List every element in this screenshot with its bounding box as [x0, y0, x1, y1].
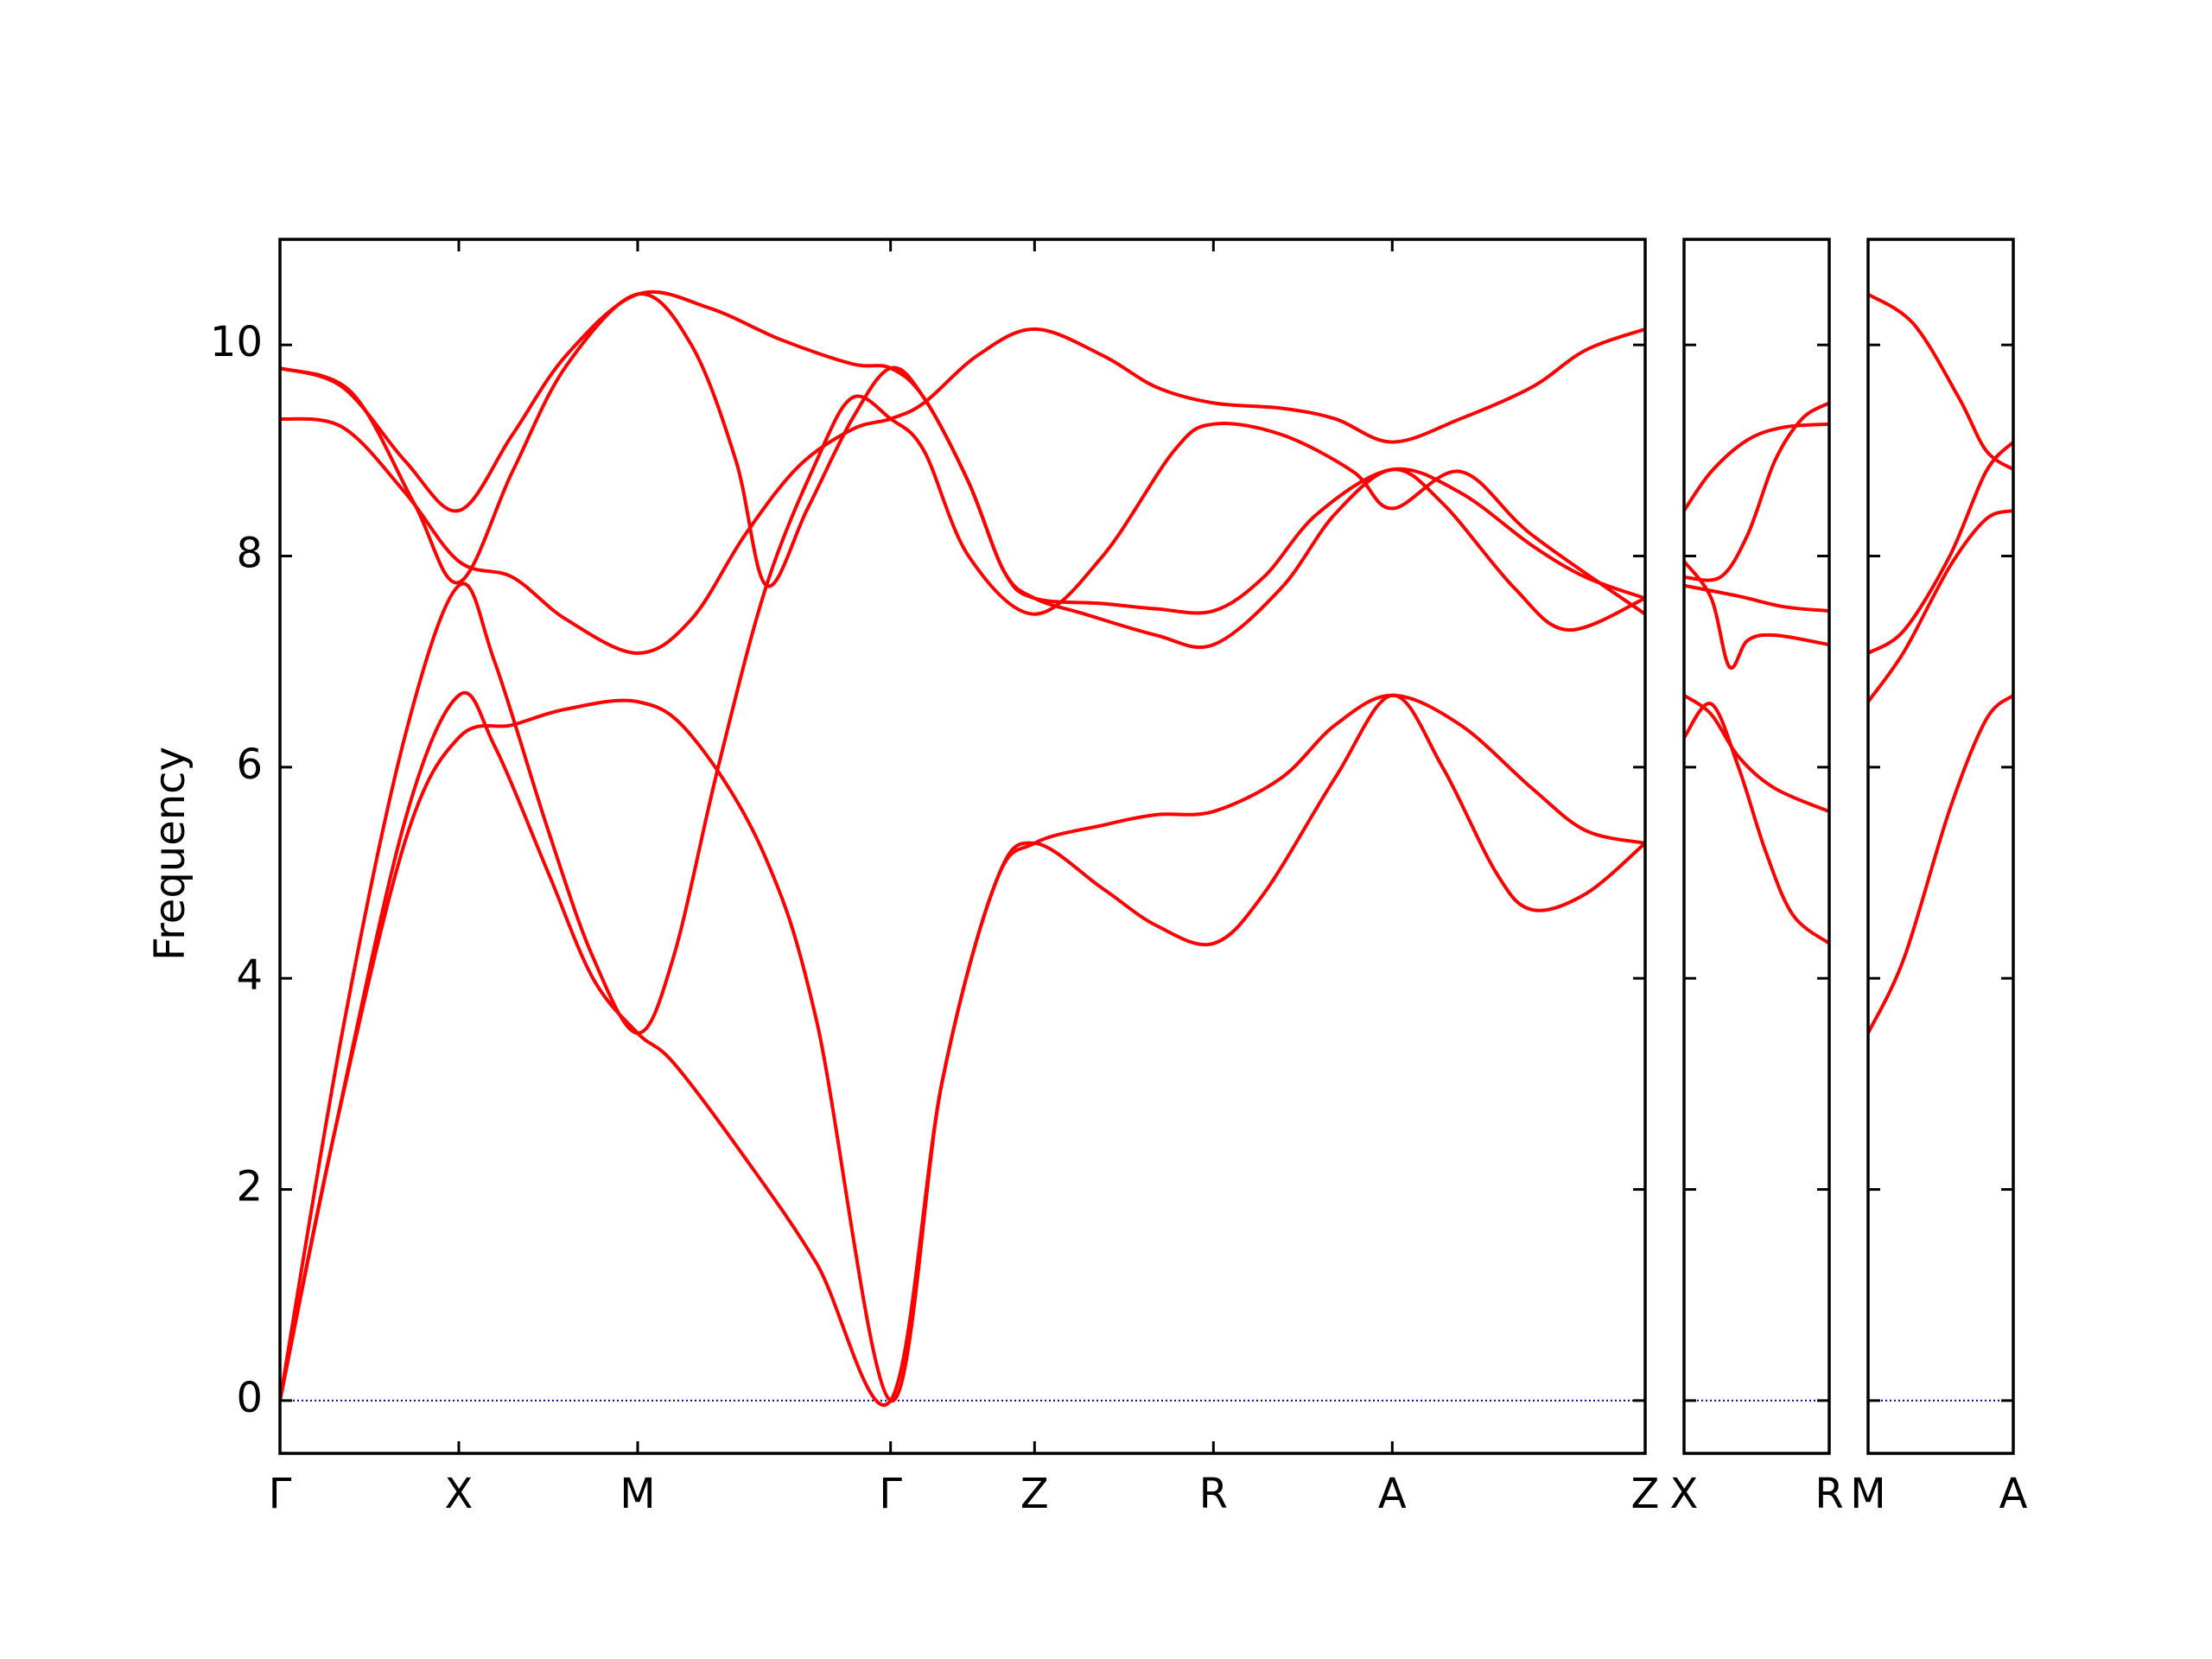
bands [1868, 292, 2013, 1035]
band-line-4 [1868, 693, 2013, 1035]
y-tick-label: 4 [236, 951, 263, 1000]
panel-frame [1682, 238, 1831, 1455]
x-tick-label: R [1199, 1470, 1228, 1518]
band-line-2 [280, 289, 1645, 615]
band-line-3 [1868, 508, 2013, 704]
band-line-6 [280, 691, 1645, 1407]
bands [280, 289, 1645, 1407]
panel-frame [278, 238, 1647, 1455]
band-line-4 [280, 394, 1645, 1402]
band-line-4 [1684, 559, 1829, 671]
band-line-1 [1868, 292, 2013, 472]
bands [1684, 401, 1829, 945]
x-tick-label: A [1378, 1470, 1407, 1518]
band-line-6 [1684, 702, 1829, 945]
y-tick-label: 6 [236, 741, 263, 789]
x-tick-label: X [445, 1470, 474, 1518]
x-tick-label: A [1999, 1470, 2028, 1518]
y-tick-label: 10 [210, 318, 263, 366]
panel-main: Γ X M Γ Z R A Z 0 2 4 6 8 10 [210, 238, 1660, 1518]
x-tick-label: M [1850, 1470, 1885, 1518]
y-tick-label: 2 [236, 1163, 263, 1211]
y-tick-label: 8 [236, 530, 263, 578]
x-tick-label: Γ [879, 1470, 902, 1518]
x-tick-label: M [620, 1470, 655, 1518]
x-tick-label: R [1815, 1470, 1843, 1518]
x-tick-label: Γ [269, 1470, 292, 1518]
band-line-5 [280, 693, 1645, 1402]
band-line-1 [1684, 422, 1829, 512]
y-tick-label: 0 [236, 1374, 263, 1422]
band-line-2 [1868, 440, 2013, 655]
y-axis-label: Frequency [146, 747, 194, 961]
band-line-1 [280, 327, 1645, 655]
band-line-5 [1684, 693, 1829, 814]
band-line-3 [280, 292, 1645, 650]
panel-frame [1866, 238, 2015, 1455]
x-tick-label: Z [1631, 1470, 1660, 1518]
x-tick-label: Z [1020, 1470, 1049, 1518]
x-tick-label: X [1670, 1470, 1699, 1518]
band-line-2 [1684, 401, 1829, 582]
